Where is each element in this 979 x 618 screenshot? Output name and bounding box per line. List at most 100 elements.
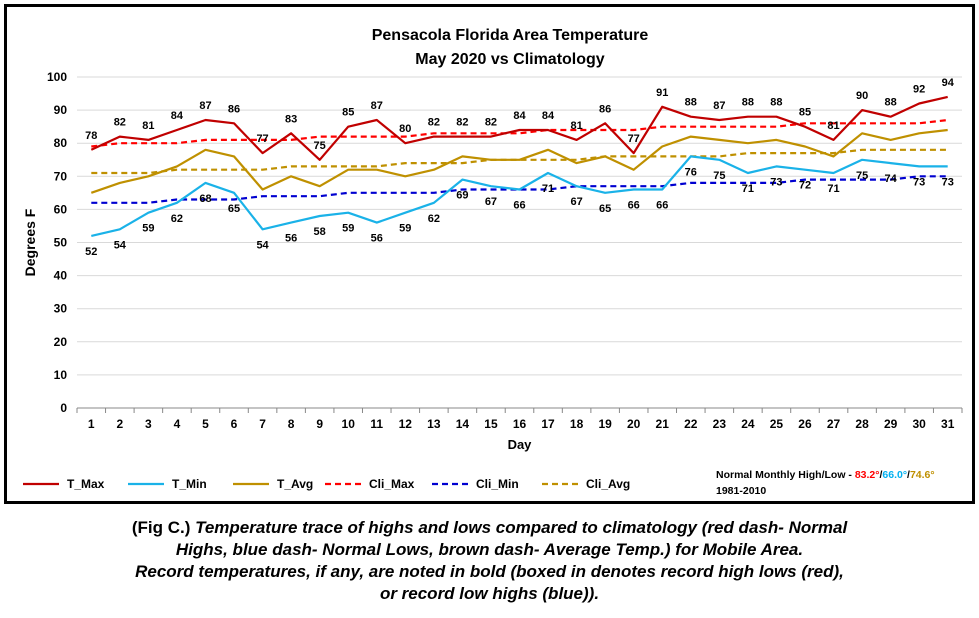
caption-line-1: (Fig C.) Temperature trace of highs and … bbox=[0, 517, 979, 539]
data-label-t-max: 91 bbox=[656, 87, 668, 99]
data-label-t-min: 58 bbox=[314, 226, 326, 238]
data-label-t-min: 65 bbox=[599, 203, 611, 215]
data-label-t-min: 71 bbox=[827, 183, 839, 195]
data-label-t-min: 66 bbox=[656, 200, 668, 212]
data-label-t-max: 78 bbox=[85, 130, 97, 142]
normals-annotation: Normal Monthly High/Low - 83.2°/66.0°/74… bbox=[716, 469, 935, 481]
data-label-t-min: 54 bbox=[256, 239, 269, 251]
data-label-t-max: 86 bbox=[228, 103, 240, 115]
data-label-t-min: 54 bbox=[114, 239, 127, 251]
x-tick-label: 4 bbox=[174, 417, 181, 431]
x-tick-label: 12 bbox=[399, 417, 413, 431]
y-tick-label: 10 bbox=[54, 368, 68, 382]
legend-label-t-max: T_Max bbox=[67, 477, 105, 491]
data-label-t-max: 82 bbox=[114, 117, 126, 129]
x-tick-label: 8 bbox=[288, 417, 295, 431]
x-tick-label: 23 bbox=[713, 417, 727, 431]
figure-caption: (Fig C.) Temperature trace of highs and … bbox=[0, 517, 979, 605]
x-tick-label: 28 bbox=[855, 417, 869, 431]
x-tick-label: 26 bbox=[798, 417, 812, 431]
data-label-t-min: 71 bbox=[542, 183, 554, 195]
x-tick-label: 22 bbox=[684, 417, 698, 431]
series-line-t-avg bbox=[90, 128, 948, 194]
caption-text-2: Highs, blue dash- Normal Lows, brown das… bbox=[175, 540, 804, 559]
data-label-t-max: 85 bbox=[342, 107, 354, 119]
legend-label-cli-max: Cli_Max bbox=[369, 477, 415, 491]
legend-label-t-avg: T_Avg bbox=[277, 477, 313, 491]
data-label-t-min: 56 bbox=[371, 233, 383, 245]
x-tick-label: 6 bbox=[231, 417, 238, 431]
y-tick-label: 60 bbox=[54, 202, 68, 216]
data-label-t-max: 86 bbox=[599, 103, 611, 115]
data-label-t-min: 72 bbox=[799, 180, 811, 192]
x-tick-label: 16 bbox=[513, 417, 527, 431]
y-tick-label: 90 bbox=[54, 103, 68, 117]
data-label-t-max: 82 bbox=[428, 117, 440, 129]
data-label-t-max: 94 bbox=[942, 77, 955, 89]
x-tick-label: 13 bbox=[427, 417, 441, 431]
data-label-t-min: 62 bbox=[428, 213, 440, 225]
series-line-cli-avg bbox=[91, 148, 948, 175]
x-tick-label: 20 bbox=[627, 417, 641, 431]
x-tick-label: 5 bbox=[202, 417, 209, 431]
x-tick-label: 30 bbox=[912, 417, 926, 431]
normals-annotation-part: 74.6° bbox=[910, 469, 935, 481]
data-label-t-max: 85 bbox=[799, 107, 811, 119]
series-line-t-max bbox=[90, 95, 948, 161]
x-tick-label: 18 bbox=[570, 417, 584, 431]
data-label-t-max: 88 bbox=[770, 97, 782, 109]
x-tick-label: 27 bbox=[827, 417, 841, 431]
y-tick-label: 0 bbox=[60, 401, 67, 415]
data-label-t-min: 59 bbox=[399, 223, 411, 235]
data-label-t-max: 87 bbox=[713, 100, 725, 112]
x-tick-label: 7 bbox=[259, 417, 266, 431]
data-label-t-max: 84 bbox=[542, 110, 555, 122]
data-label-t-max: 77 bbox=[628, 133, 640, 145]
data-label-t-min: 67 bbox=[485, 196, 497, 208]
data-label-t-min: 69 bbox=[456, 190, 468, 202]
x-tick-label: 25 bbox=[770, 417, 784, 431]
caption-text-1: Temperature trace of highs and lows comp… bbox=[195, 518, 848, 537]
data-label-t-max: 82 bbox=[456, 117, 468, 129]
caption-text-4: or record low highs (blue)). bbox=[379, 584, 600, 603]
x-tick-label: 19 bbox=[598, 417, 612, 431]
data-label-t-min: 67 bbox=[570, 196, 582, 208]
data-label-t-max: 83 bbox=[285, 113, 297, 125]
data-label-t-max: 81 bbox=[142, 120, 154, 132]
data-label-t-min: 66 bbox=[628, 200, 640, 212]
y-tick-label: 20 bbox=[54, 335, 68, 349]
x-tick-label: 9 bbox=[316, 417, 323, 431]
normals-annotation-part: Normal Monthly High/Low - bbox=[716, 469, 855, 481]
data-label-t-max: 81 bbox=[827, 120, 839, 132]
y-tick-label: 50 bbox=[54, 236, 68, 250]
data-label-t-min: 66 bbox=[513, 200, 525, 212]
data-label-t-min: 75 bbox=[713, 170, 725, 182]
data-label-t-max: 90 bbox=[856, 90, 868, 102]
data-label-t-max: 77 bbox=[256, 133, 268, 145]
y-axis-label: Degrees F bbox=[22, 208, 38, 276]
data-label-t-min: 76 bbox=[685, 166, 697, 178]
data-label-t-min: 59 bbox=[142, 223, 154, 235]
data-label-t-min: 73 bbox=[942, 176, 954, 188]
chart-title: Pensacola Florida Area Temperature bbox=[372, 27, 649, 44]
data-label-t-max: 88 bbox=[685, 97, 697, 109]
data-label-t-max: 84 bbox=[171, 110, 184, 122]
x-tick-label: 2 bbox=[116, 417, 123, 431]
normals-period: 1981-2010 bbox=[716, 485, 766, 497]
series-line-cli-min bbox=[91, 175, 948, 204]
normals-annotation-part: / bbox=[907, 469, 910, 481]
data-label-t-min: 73 bbox=[913, 176, 925, 188]
data-label-t-max: 75 bbox=[314, 140, 326, 152]
data-label-t-max: 87 bbox=[371, 100, 383, 112]
chart-subtitle: May 2020 vs Climatology bbox=[415, 51, 605, 68]
data-label-t-min: 56 bbox=[285, 233, 297, 245]
chart-frame bbox=[4, 4, 975, 504]
series-line-t-min bbox=[91, 155, 948, 237]
data-label-t-max: 84 bbox=[513, 110, 526, 122]
data-label-t-min: 68 bbox=[199, 193, 211, 205]
data-label-t-max: 88 bbox=[742, 97, 754, 109]
caption-prefix: (Fig C.) bbox=[131, 518, 196, 537]
data-label-t-max: 81 bbox=[570, 120, 582, 132]
temperature-chart: Pensacola Florida Area Temperature May 20… bbox=[22, 27, 963, 497]
data-label-t-max: 87 bbox=[199, 100, 211, 112]
